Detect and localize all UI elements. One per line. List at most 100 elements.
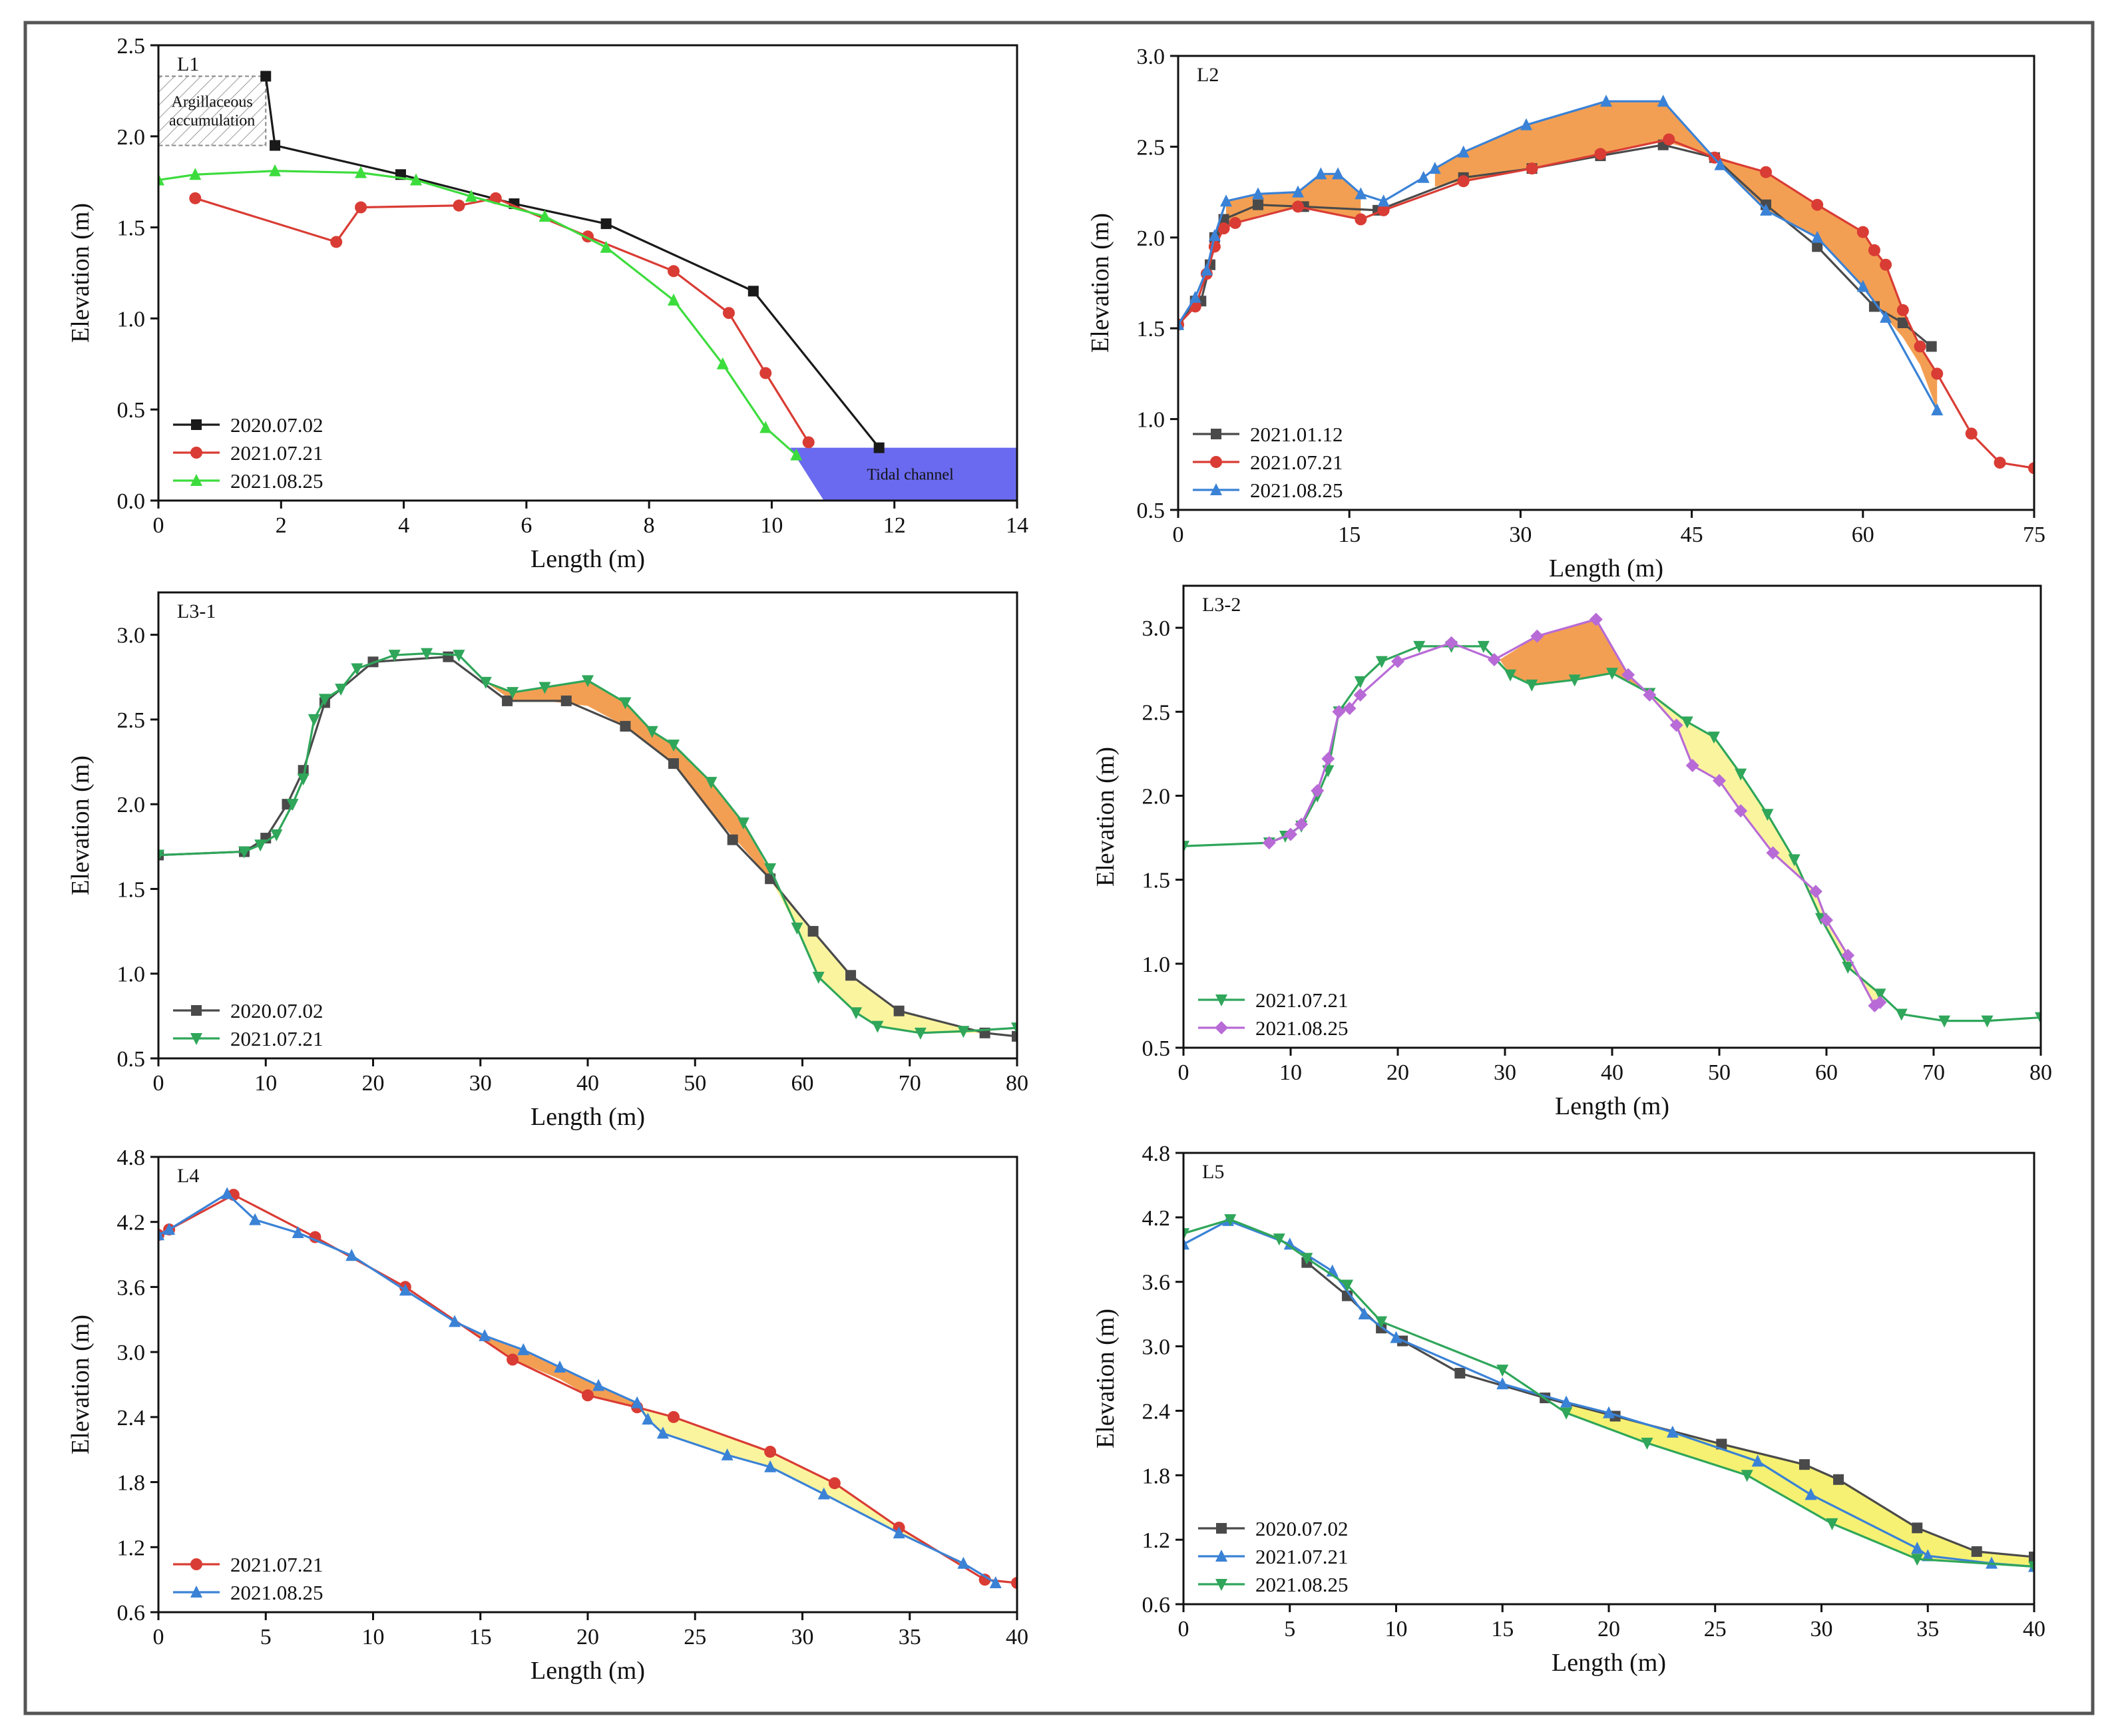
data-point bbox=[221, 1187, 234, 1199]
y-tick-label: 2.4 bbox=[1142, 1399, 1171, 1424]
x-tick-label: 70 bbox=[899, 1071, 921, 1096]
y-tick-label: 3.6 bbox=[1142, 1271, 1171, 1295]
legend-label: 2021.08.25 bbox=[1255, 1016, 1349, 1040]
data-point bbox=[1812, 241, 1823, 252]
data-point bbox=[388, 650, 401, 662]
x-tick-label: 20 bbox=[362, 1071, 385, 1096]
data-point bbox=[270, 829, 283, 841]
data-point bbox=[812, 971, 825, 984]
y-tick-label: 2.5 bbox=[117, 708, 146, 733]
data-point bbox=[1716, 1438, 1727, 1450]
data-point bbox=[1477, 640, 1490, 653]
data-point bbox=[1685, 759, 1699, 773]
legend-marker bbox=[191, 1005, 202, 1016]
x-tick-label: 15 bbox=[1338, 523, 1361, 547]
data-point bbox=[600, 240, 612, 253]
data-point bbox=[1377, 204, 1390, 216]
y-tick-label: 0.6 bbox=[1142, 1593, 1171, 1618]
data-point bbox=[1666, 1425, 1679, 1438]
legend-marker bbox=[190, 1558, 202, 1570]
panel-label: L3-1 bbox=[177, 600, 216, 622]
x-tick-label: 6 bbox=[521, 513, 532, 538]
data-point bbox=[1761, 809, 1774, 821]
x-tick-label: 2 bbox=[276, 513, 287, 538]
legend-item: 2021.07.21 bbox=[173, 1553, 323, 1576]
x-tick-label: 10 bbox=[362, 1625, 385, 1649]
data-point bbox=[238, 846, 250, 859]
data-point bbox=[1868, 244, 1880, 256]
legend-label: 2021.08.25 bbox=[1255, 1573, 1349, 1596]
data-point bbox=[1914, 340, 1926, 353]
data-point bbox=[1011, 1022, 1017, 1035]
data-point bbox=[582, 675, 594, 688]
y-tick-label: 2.0 bbox=[1137, 226, 1165, 251]
legend-item: 2021.07.21 bbox=[1193, 451, 1343, 474]
x-tick-label: 10 bbox=[1279, 1060, 1302, 1085]
data-point bbox=[828, 1477, 841, 1490]
data-point bbox=[1663, 133, 1675, 146]
x-tick-label: 40 bbox=[1601, 1060, 1623, 1085]
x-tick-label: 60 bbox=[1815, 1060, 1838, 1085]
data-point bbox=[1353, 688, 1367, 702]
x-axis-title: Length (m) bbox=[530, 1657, 645, 1685]
panels: Argillaceous accumulation Tidal channel 0 2 4… bbox=[67, 34, 2052, 1685]
data-point bbox=[538, 682, 551, 694]
y-tick-label: 3.0 bbox=[1137, 45, 1165, 69]
data-point bbox=[1811, 230, 1824, 243]
x-tick-label: 5 bbox=[1284, 1617, 1295, 1641]
data-point bbox=[1926, 341, 1937, 352]
data-point bbox=[1912, 1522, 1923, 1534]
data-point bbox=[399, 1283, 411, 1296]
legend-item: 2021.08.25 bbox=[1193, 479, 1343, 502]
y-axis-title: Elevation (m) bbox=[67, 203, 95, 343]
data-point bbox=[1713, 773, 1726, 787]
data-point bbox=[705, 777, 718, 789]
data-point bbox=[158, 1228, 164, 1241]
data-point bbox=[1911, 1542, 1924, 1554]
data-point bbox=[1751, 1454, 1764, 1467]
data-point bbox=[1283, 1237, 1296, 1250]
y-tick-label: 0.5 bbox=[1137, 499, 1165, 523]
legend-marker bbox=[1215, 1021, 1228, 1034]
data-point bbox=[355, 166, 367, 178]
data-point bbox=[1520, 118, 1532, 130]
legend-marker bbox=[1215, 1550, 1227, 1562]
legend-marker bbox=[191, 419, 202, 430]
data-point bbox=[893, 1005, 905, 1016]
argillaceous-label: accumulation bbox=[169, 112, 255, 129]
data-point bbox=[1321, 752, 1335, 765]
x-tick-label: 0 bbox=[153, 1625, 164, 1649]
data-point bbox=[802, 436, 815, 449]
data-point bbox=[1880, 310, 1892, 323]
data-point bbox=[560, 695, 572, 706]
panel-label: L5 bbox=[1202, 1161, 1224, 1183]
data-point bbox=[893, 1526, 905, 1539]
legend-marker bbox=[1216, 1523, 1227, 1534]
x-tick-label: 0 bbox=[1178, 1060, 1189, 1085]
y-tick-label: 4.8 bbox=[117, 1146, 146, 1170]
x-tick-label: 25 bbox=[1704, 1617, 1727, 1641]
y-tick-label: 1.0 bbox=[1142, 953, 1171, 977]
data-point bbox=[351, 663, 363, 676]
data-point bbox=[1417, 170, 1430, 183]
legend-item: 2020.07.02 bbox=[1198, 1517, 1349, 1540]
y-tick-label: 1.2 bbox=[1142, 1528, 1171, 1553]
data-point bbox=[668, 265, 680, 278]
y-tick-label: 1.5 bbox=[117, 877, 146, 902]
x-tick-label: 75 bbox=[2023, 523, 2045, 547]
data-point bbox=[873, 442, 885, 453]
x-axis-title: Length (m) bbox=[530, 545, 645, 573]
fill-area-1 bbox=[1566, 1402, 2034, 1567]
fill-area-2 bbox=[1434, 101, 1721, 187]
data-point bbox=[1504, 669, 1517, 682]
data-point bbox=[453, 650, 465, 662]
data-point bbox=[1355, 213, 1367, 226]
data-point bbox=[1895, 1008, 1908, 1021]
data-point bbox=[1012, 1030, 1017, 1042]
legend-item: 2021.07.21 bbox=[173, 441, 323, 465]
data-point bbox=[254, 839, 267, 852]
data-point bbox=[600, 218, 612, 230]
panel-label: L2 bbox=[1197, 64, 1219, 86]
data-point bbox=[957, 1026, 970, 1038]
